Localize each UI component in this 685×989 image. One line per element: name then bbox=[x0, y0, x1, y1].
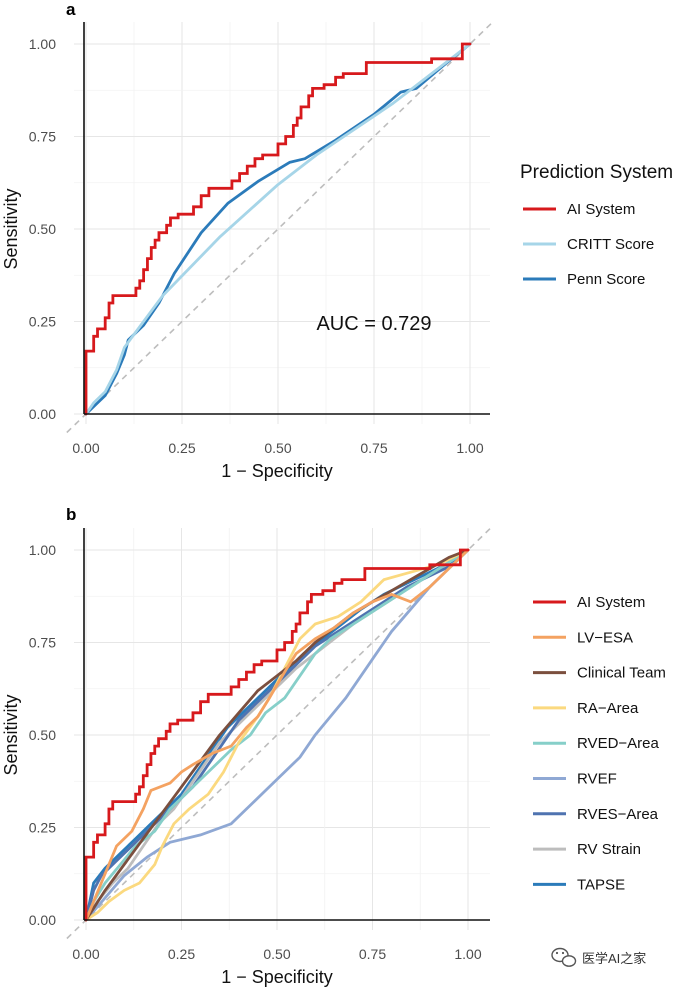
series-line-critt-score bbox=[84, 42, 472, 416]
series-line-lv-esa bbox=[84, 548, 470, 922]
series-line-penn-score bbox=[84, 42, 472, 416]
x-tick-label: 0.25 bbox=[168, 440, 195, 456]
legend-label: LV−ESA bbox=[577, 629, 633, 646]
series-line-clinical-team bbox=[84, 548, 470, 922]
x-tick-label: 0.00 bbox=[72, 946, 99, 962]
legend-label: RA−Area bbox=[577, 700, 639, 717]
legend-label: AI System bbox=[567, 201, 635, 218]
x-tick-label: 1.00 bbox=[456, 440, 483, 456]
y-tick-label: 1.00 bbox=[29, 542, 56, 558]
y-tick-label: 0.75 bbox=[29, 129, 56, 145]
panel-b-series bbox=[84, 548, 470, 922]
panel-a-ticks: 0.00 0.25 0.50 0.75 1.00 0.00 0.25 0.50 0.75 1.00 bbox=[29, 36, 484, 456]
panel-b: b 0.00 0.25 0.50 0.75 1.00 0.00 0.25 0.50 0.75 1.… bbox=[1, 505, 666, 987]
panel-a-x-axis-title: 1 − Specificity bbox=[221, 461, 333, 481]
panel-a-diagonal-reference bbox=[66, 21, 494, 434]
x-tick-label: 0.50 bbox=[264, 440, 291, 456]
x-tick-label: 0.25 bbox=[168, 946, 195, 962]
panel-a-series bbox=[84, 42, 472, 416]
watermark-text: 医学AI之家 bbox=[582, 951, 646, 966]
panel-a-legend-title: Prediction System bbox=[520, 162, 673, 183]
wechat-icon bbox=[551, 947, 577, 967]
panel-a-y-axis-title: Sensitivity bbox=[1, 188, 21, 269]
legend-label: RVEF bbox=[577, 771, 617, 788]
y-tick-label: 0.25 bbox=[29, 820, 56, 836]
panel-b-y-axis-title: Sensitivity bbox=[1, 694, 21, 775]
legend-label: CRITT Score bbox=[567, 236, 654, 253]
y-tick-label: 0.00 bbox=[29, 912, 56, 928]
legend-label: RVES−Area bbox=[577, 806, 659, 823]
y-tick-label: 0.00 bbox=[29, 406, 56, 422]
y-tick-label: 0.50 bbox=[29, 727, 56, 743]
x-tick-label: 0.75 bbox=[360, 440, 387, 456]
panel-a-grid bbox=[74, 22, 490, 424]
legend-label: Clinical Team bbox=[577, 665, 666, 682]
y-tick-label: 0.75 bbox=[29, 635, 56, 651]
series-line-ai-system bbox=[84, 548, 470, 922]
panel-a-label: a bbox=[66, 0, 76, 19]
y-tick-label: 0.25 bbox=[29, 314, 56, 330]
panel-b-grid bbox=[74, 528, 490, 930]
series-line-ai-system bbox=[84, 42, 472, 416]
panel-a-legend: AI System CRITT Score Penn Score bbox=[523, 201, 654, 288]
x-tick-label: 0.75 bbox=[359, 946, 386, 962]
panel-b-legend: AI System LV−ESA Clinical Team RA−Area RVED−… bbox=[533, 594, 666, 893]
y-tick-label: 0.50 bbox=[29, 221, 56, 237]
watermark: 医学AI之家 bbox=[551, 947, 646, 967]
series-line-rved-area bbox=[84, 548, 470, 922]
legend-label: TAPSE bbox=[577, 876, 625, 893]
series-line-rvef bbox=[84, 548, 470, 922]
legend-label: RV Strain bbox=[577, 841, 641, 858]
y-tick-label: 1.00 bbox=[29, 36, 56, 52]
x-tick-label: 0.00 bbox=[72, 440, 99, 456]
panel-a-axes bbox=[83, 22, 490, 415]
series-line-rves-area bbox=[84, 548, 470, 922]
panel-b-label: b bbox=[66, 505, 76, 524]
legend-label: AI System bbox=[577, 594, 645, 611]
panel-b-axes bbox=[83, 528, 490, 921]
series-line-ra-area bbox=[84, 548, 470, 922]
legend-label: Penn Score bbox=[567, 271, 645, 288]
legend-label: RVED−Area bbox=[577, 735, 660, 752]
panel-a: a 0.00 0.25 0.50 0.75 1.00 0.00 0.25 0.50 0.75 1.… bbox=[1, 0, 673, 481]
x-tick-label: 0.50 bbox=[263, 946, 290, 962]
panel-b-x-axis-title: 1 − Specificity bbox=[221, 967, 333, 987]
auc-annotation: AUC = 0.729 bbox=[316, 313, 431, 335]
panel-b-ticks: 0.00 0.25 0.50 0.75 1.00 0.00 0.25 0.50 0.75 1.00 bbox=[29, 542, 482, 962]
x-tick-label: 1.00 bbox=[454, 946, 481, 962]
